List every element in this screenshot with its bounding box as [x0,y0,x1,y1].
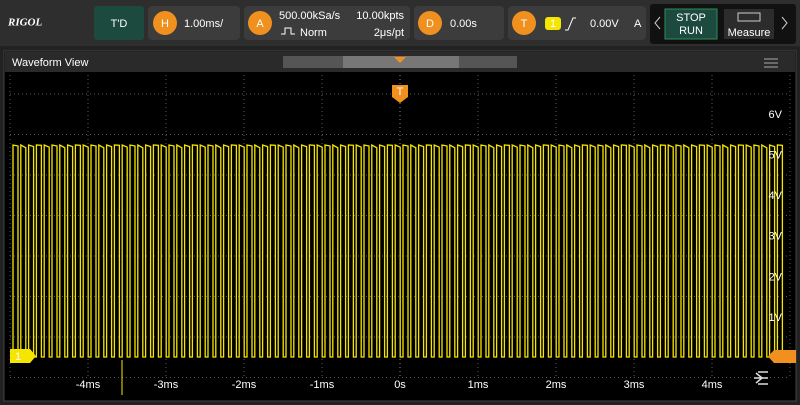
acquire-mode: Norm [300,27,327,39]
time-label: -2ms [232,379,257,391]
run-stop-button[interactable] [664,8,718,40]
time-label: 1ms [468,379,489,391]
time-label: 0s [394,379,406,391]
voltage-label: 4V [769,190,783,202]
trigger-level-marker[interactable] [768,350,796,363]
t-icon [512,11,536,35]
channel-marker-text: 1 [15,351,21,363]
logo: RIGOL [7,17,43,29]
channel-marker[interactable] [10,349,36,363]
sample-rate: 500.00kSa/s [279,10,341,22]
voltage-label: 1V [769,312,783,324]
run-label: RUN [679,25,703,37]
left-arrow[interactable] [654,16,661,30]
mode-box[interactable] [94,6,144,40]
d-icon-text: D [426,18,434,30]
measure-icon [737,12,761,22]
d-icon [418,11,442,35]
time-per-point: 2μs/pt [374,27,404,39]
waveform [10,143,790,358]
a-icon-text: A [256,18,264,30]
voltage-label: 2V [769,271,783,283]
trigger-marker-text: T [397,86,404,98]
mode: T'D [111,18,128,30]
h-icon [153,11,177,35]
right-arrow[interactable] [781,16,788,30]
acq-icon [281,27,295,35]
time-label: -4ms [76,379,101,391]
memory-depth: 10.00kpts [356,10,404,22]
t-icon-text: T [521,18,528,30]
voltage-label: 5V [769,150,783,162]
source-badge [545,17,561,30]
time-label: -3ms [154,379,179,391]
edge-icon [565,17,576,31]
menu-icon[interactable] [764,58,778,68]
trigger-marker[interactable] [392,85,408,103]
voltage-label: 6V [769,109,783,121]
delay-value: 0.00s [450,18,477,30]
memory-trigger [394,57,406,63]
trigger-source: 1 [550,18,556,30]
time-label: 2ms [546,379,567,391]
trigger-box[interactable] [508,6,646,40]
measure-button[interactable] [724,9,774,39]
time-label: -1ms [310,379,335,391]
stop-label: STOP [676,12,706,24]
time-label: 4ms [702,379,723,391]
measure-label: Measure [728,27,771,39]
trigger-sweep: A [634,18,642,30]
voltage-label: 3V [769,231,783,243]
horizontal-scale: 1.00ms/ [184,18,224,30]
window-title: Waveform View [12,57,88,69]
trigger-level: 0.00V [590,18,619,30]
time-label: 3ms [624,379,645,391]
a-icon [248,11,272,35]
nav-icon[interactable] [754,371,768,385]
h-icon-text: H [161,18,169,30]
